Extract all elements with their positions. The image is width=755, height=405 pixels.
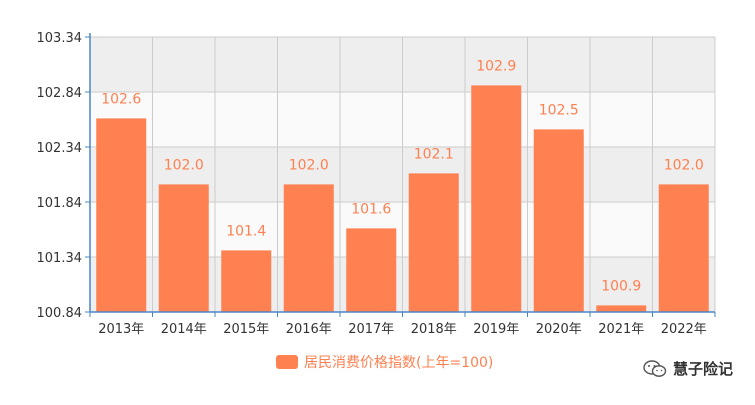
y-tick-label: 102.34 [37, 141, 83, 156]
bar [533, 129, 584, 312]
bar [658, 184, 709, 312]
y-tick-label: 101.34 [37, 251, 83, 266]
legend-swatch [276, 355, 298, 369]
data-label: 102.0 [289, 157, 329, 173]
x-tick-label: 2019年 [473, 322, 519, 337]
data-label: 102.0 [164, 157, 204, 173]
data-label: 102.9 [476, 58, 516, 74]
bar [596, 305, 647, 312]
bar [471, 85, 522, 313]
y-tick-label: 102.84 [37, 86, 83, 101]
data-label: 102.5 [539, 102, 579, 118]
x-tick-label: 2018年 [411, 322, 457, 337]
watermark-text: 慧子险记 [672, 360, 733, 378]
wechat-icon [643, 359, 667, 377]
y-tick-label: 103.34 [37, 31, 83, 46]
data-label: 102.0 [664, 157, 704, 173]
bar [96, 118, 147, 313]
x-tick-label: 2016年 [286, 322, 332, 337]
x-tick-label: 2021年 [598, 322, 644, 337]
data-label: 100.9 [601, 278, 641, 294]
watermark: 慧子险记 [643, 358, 733, 379]
x-tick-label: 2013年 [98, 322, 144, 337]
x-tick-label: 2020年 [536, 322, 582, 337]
x-tick-label: 2015年 [223, 322, 269, 337]
data-label: 101.4 [226, 223, 266, 239]
y-tick-label: 100.84 [37, 306, 83, 321]
data-label: 101.6 [351, 201, 391, 217]
legend[interactable]: 居民消费价格指数(上年=100) [276, 352, 493, 372]
x-tick-label: 2017年 [348, 322, 394, 337]
bar [346, 228, 397, 312]
x-tick-label: 2014年 [161, 322, 207, 337]
bar [158, 184, 209, 312]
data-label: 102.1 [414, 146, 454, 162]
y-tick-label: 101.84 [37, 196, 83, 211]
bar [221, 250, 272, 312]
bar [408, 173, 459, 312]
data-label: 102.6 [101, 91, 141, 107]
legend-label: 居民消费价格指数(上年=100) [304, 355, 494, 371]
x-tick-label: 2022年 [661, 322, 707, 337]
bar [283, 184, 334, 312]
